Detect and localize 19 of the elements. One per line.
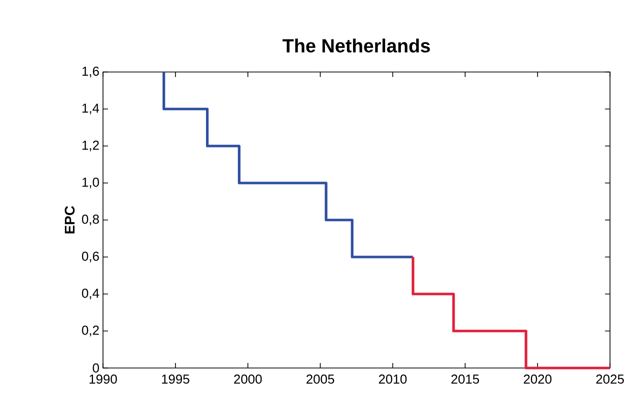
y-tick-label: 0,8: [82, 214, 99, 226]
y-tick-label: 0,6: [82, 252, 99, 262]
y-tick-label: 0,4: [82, 288, 100, 300]
y-tick-label: 1,6: [82, 66, 99, 78]
y-tick-label: 1,0: [82, 178, 99, 188]
x-tick-label: 2000: [234, 374, 262, 384]
y-axis-title: EPC: [64, 206, 75, 234]
chart-title: The Netherlands: [282, 38, 430, 52]
x-tick-label: 2015: [451, 374, 479, 384]
y-tick-label: 1,2: [82, 140, 99, 152]
x-tick-label: 2005: [306, 374, 334, 384]
x-tick-label: 2010: [378, 374, 407, 384]
y-tick-label: 0: [92, 363, 99, 373]
x-tick-label: 2025: [596, 374, 624, 384]
y-tick-label: 0,2: [82, 326, 99, 336]
y-tick-label: 1,4: [82, 104, 100, 114]
x-tick-label: 2020: [524, 374, 552, 384]
x-tick-label: 1990: [90, 374, 117, 384]
x-tick-label: 1995: [162, 374, 190, 384]
